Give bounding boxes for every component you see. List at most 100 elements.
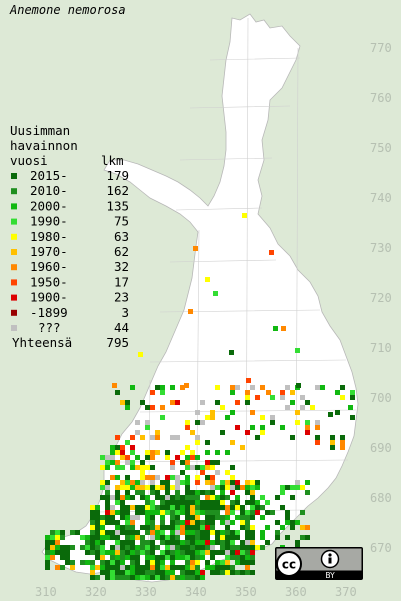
observation-cell xyxy=(220,480,225,485)
observation-cell xyxy=(215,450,220,455)
observation-cell xyxy=(230,510,235,515)
observation-cell xyxy=(125,505,130,510)
observation-cell xyxy=(105,465,110,470)
observation-cell xyxy=(235,570,240,575)
observation-cell xyxy=(230,475,235,480)
observation-cell xyxy=(125,480,130,485)
observation-cell xyxy=(290,520,295,525)
observation-cell xyxy=(165,455,170,460)
observation-cell xyxy=(195,495,200,500)
observation-cell xyxy=(250,540,255,545)
cc-icon xyxy=(276,551,302,577)
observation-cell xyxy=(138,352,143,357)
observation-cell xyxy=(200,555,205,560)
observation-cell xyxy=(135,455,140,460)
observation-cell xyxy=(280,525,285,530)
observation-cell xyxy=(140,460,145,465)
observation-cell xyxy=(130,575,135,580)
observation-cell xyxy=(245,545,250,550)
observation-cell xyxy=(185,500,190,505)
observation-cell xyxy=(95,540,100,545)
observation-cell xyxy=(155,530,160,535)
observation-cell xyxy=(200,570,205,575)
observation-cell xyxy=(140,400,145,405)
observation-cell xyxy=(100,545,105,550)
observation-cell xyxy=(190,560,195,565)
observation-cell xyxy=(250,530,255,535)
legend-row-count: 3 xyxy=(121,305,129,320)
legend-swatch xyxy=(11,218,17,225)
observation-cell xyxy=(255,480,260,485)
observation-cell xyxy=(195,545,200,550)
observation-cell xyxy=(115,535,120,540)
observation-cell xyxy=(213,291,218,296)
observation-cell xyxy=(175,505,180,510)
observation-cell xyxy=(210,570,215,575)
observation-cell xyxy=(260,535,265,540)
observation-cell xyxy=(112,383,117,388)
observation-cell xyxy=(120,400,125,405)
observation-cell xyxy=(175,490,180,495)
observation-cell xyxy=(170,495,175,500)
observation-cell xyxy=(90,575,95,580)
observation-cell xyxy=(140,480,145,485)
observation-cell xyxy=(170,485,175,490)
observation-cell xyxy=(225,550,230,555)
observation-cell xyxy=(65,560,70,565)
observation-cell xyxy=(235,485,240,490)
legend-row-label: 1900- xyxy=(30,290,68,305)
observation-cell xyxy=(215,470,220,475)
observation-cell xyxy=(165,510,170,515)
observation-cell xyxy=(220,560,225,565)
observation-cell xyxy=(105,575,110,580)
observation-cell xyxy=(95,565,100,570)
observation-cell xyxy=(210,515,215,520)
observation-cell xyxy=(170,460,175,465)
observation-cell xyxy=(120,485,125,490)
observation-cell xyxy=(130,525,135,530)
observation-cell xyxy=(105,500,110,505)
observation-cell xyxy=(175,530,180,535)
observation-cell xyxy=(130,530,135,535)
observation-cell xyxy=(130,385,135,390)
observation-cell xyxy=(245,555,250,560)
observation-cell xyxy=(50,535,55,540)
observation-cell xyxy=(105,505,110,510)
observation-cell xyxy=(155,475,160,480)
observation-cell xyxy=(160,485,165,490)
observation-cell xyxy=(210,410,215,415)
observation-cell xyxy=(180,495,185,500)
observation-cell xyxy=(215,500,220,505)
observation-cell xyxy=(115,525,120,530)
observation-cell xyxy=(165,565,170,570)
observation-cell xyxy=(125,495,130,500)
observation-cell xyxy=(95,520,100,525)
observation-cell xyxy=(150,555,155,560)
observation-cell xyxy=(155,435,160,440)
observation-cell xyxy=(150,480,155,485)
observation-cell xyxy=(140,540,145,545)
observation-cell xyxy=(328,412,333,417)
observation-cell xyxy=(115,575,120,580)
observation-cell xyxy=(190,455,195,460)
legend-row-label: 1950- xyxy=(30,274,68,289)
observation-cell xyxy=(180,525,185,530)
observation-cell xyxy=(60,550,65,555)
observation-cell xyxy=(170,505,175,510)
observation-cell xyxy=(235,425,240,430)
observation-cell xyxy=(45,555,50,560)
observation-cell xyxy=(250,495,255,500)
observation-cell xyxy=(300,395,305,400)
legend-row-label: 2010- xyxy=(30,183,68,198)
observation-cell xyxy=(110,455,115,460)
cc-by-license-badge[interactable]: cc BY xyxy=(275,547,363,580)
y-tick-label: 690 xyxy=(370,441,392,455)
observation-cell xyxy=(205,500,210,505)
observation-cell xyxy=(130,565,135,570)
observation-cell xyxy=(235,515,240,520)
observation-cell xyxy=(175,575,180,580)
observation-cell xyxy=(240,525,245,530)
observation-cell xyxy=(215,485,220,490)
observation-cell xyxy=(250,555,255,560)
observation-cell xyxy=(210,505,215,510)
